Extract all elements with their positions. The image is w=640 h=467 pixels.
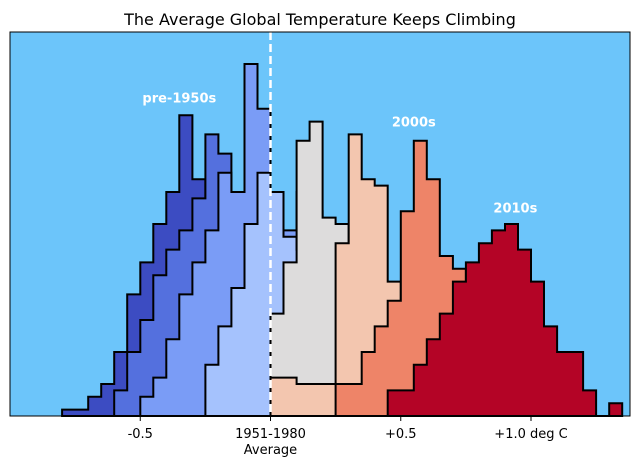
series-layer xyxy=(61,63,624,417)
chart-title: The Average Global Temperature Keeps Cli… xyxy=(123,10,516,29)
annotation-label-2: 2000s xyxy=(392,116,436,131)
annotation-label-3: 2010s xyxy=(493,201,537,216)
plot-frame xyxy=(9,31,631,417)
histogram-series-8 xyxy=(386,223,624,417)
x-tick-sublabel-2: Average xyxy=(244,443,297,458)
x-tick-label-2: 1951-1980 xyxy=(235,427,306,442)
annotation-layer: pre-1950s 2000s 2010s xyxy=(142,91,537,216)
annotation-label-1: pre-1950s xyxy=(142,91,216,106)
x-tick-label-1: -0.5 xyxy=(128,427,153,442)
x-tick-label-3: +0.5 xyxy=(385,427,417,442)
x-tick-label-4: +1.0 deg C xyxy=(494,427,567,442)
